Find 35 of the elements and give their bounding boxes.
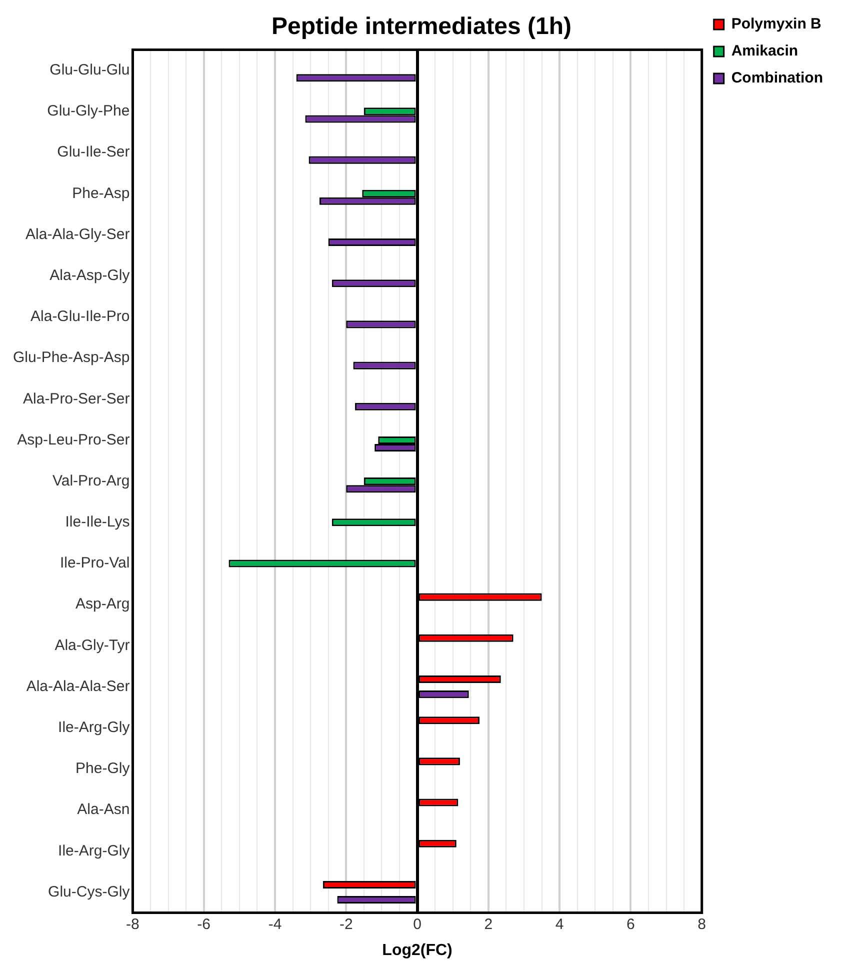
y-tick-label: Ala-Pro-Ser-Ser [23, 390, 130, 408]
y-tick-label: Glu-Ile-Ser [57, 144, 130, 161]
x-tick-label: -6 [197, 916, 211, 933]
y-tick-label: Ala-Asn [77, 801, 130, 818]
legend-label: Combination [731, 70, 823, 87]
y-tick-label: Ala-Glu-Ile-Pro [30, 308, 130, 326]
y-tick-label: Asp-Arg [76, 596, 130, 613]
y-tick-label: Glu-Phe-Asp-Asp [12, 349, 130, 366]
y-tick-label: Glu-Gly-Phe [47, 102, 130, 120]
y-tick-label: Ala-Gly-Tyr [54, 636, 130, 654]
legend-label: Polymyxin B [731, 16, 822, 33]
y-tick-label: Ile-Pro-Val [60, 554, 130, 572]
y-tick-label: Ile-Arg-Gly [58, 719, 130, 736]
y-tick-label: Phe-Gly [76, 760, 130, 778]
y-tick-label: Glu-Cys-Gly [48, 883, 130, 900]
x-tick-label: 0 [413, 916, 422, 933]
legend-label: Amikacin [731, 42, 798, 60]
x-tick-label: 4 [555, 916, 564, 933]
x-tick-label: 8 [698, 916, 706, 933]
y-tick-label: Phe-Asp [72, 184, 130, 202]
x-tick-label: -2 [339, 916, 353, 933]
x-tick-label: -8 [126, 916, 140, 933]
x-tick-label: -4 [268, 916, 282, 933]
y-tick-label: Asp-Leu-Pro-Ser [17, 431, 130, 448]
x-tick-label: 6 [626, 916, 635, 933]
x-tick-label: 2 [484, 916, 493, 933]
y-tick-label: Ile-Arg-Gly [58, 842, 130, 860]
y-tick-label: Val-Pro-Arg [52, 472, 130, 490]
y-tick-label: Ala-Ala-Ala-Ser [26, 678, 130, 695]
y-tick-label: Ala-Asp-Gly [50, 266, 130, 284]
x-axis-title: Log2(FC) [382, 942, 452, 959]
y-tick-label: Ile-Ile-Lys [65, 514, 130, 531]
y-tick-label: Ala-Ala-Gly-Ser [26, 226, 130, 243]
chart-title: Peptide intermediates (1h) [271, 13, 572, 40]
y-tick-label: Glu-Glu-Glu [50, 61, 130, 78]
